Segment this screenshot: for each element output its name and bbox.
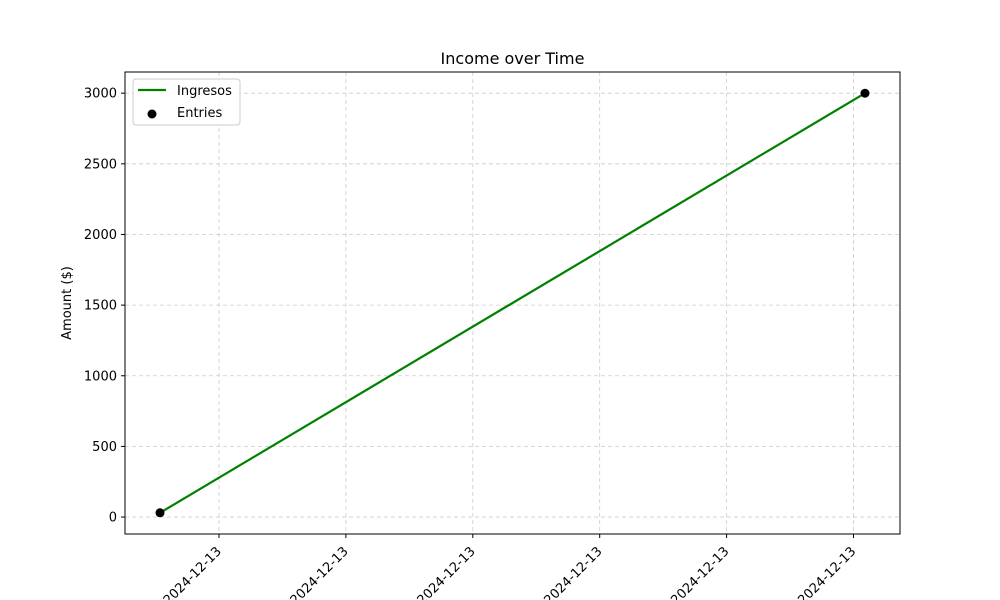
legend-label: Ingresos	[177, 84, 232, 99]
legend-marker-swatch	[147, 109, 157, 119]
y-axis-label: Amount ($)	[60, 266, 75, 340]
y-tick-label: 500	[92, 440, 117, 455]
y-axis: 0 500 1000 1500 2000 2500 3000	[84, 87, 125, 526]
plot-area	[155, 88, 870, 518]
legend-label: Entries	[177, 106, 223, 121]
y-tick-label: 2000	[84, 228, 117, 243]
series-line-ingresos	[159, 92, 866, 514]
y-tick-label: 0	[109, 511, 117, 526]
grid	[125, 72, 900, 534]
entry-point	[155, 508, 165, 518]
entry-point	[860, 88, 870, 98]
axes-frame	[124, 71, 901, 535]
y-tick-label: 3000	[84, 87, 117, 102]
chart-title: Income over Time	[441, 49, 585, 68]
legend: Ingresos Entries	[132, 78, 241, 126]
y-tick-label: 1000	[84, 369, 117, 384]
y-tick-label: 1500	[84, 299, 117, 314]
y-tick-label: 2500	[84, 157, 117, 172]
